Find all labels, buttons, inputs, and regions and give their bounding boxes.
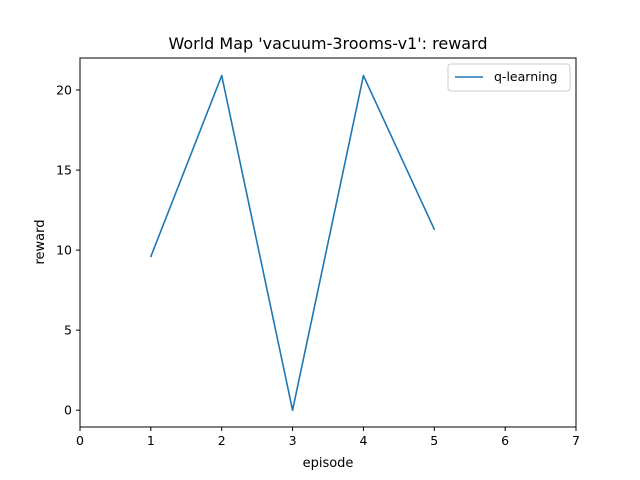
plot-frame <box>79 57 577 428</box>
legend: q-learning <box>447 63 571 92</box>
y-tick-label: 5 <box>64 323 72 338</box>
y-tick-label: 10 <box>56 243 72 258</box>
x-tick-label: 6 <box>501 433 509 448</box>
x-tick-label: 0 <box>76 433 84 448</box>
y-tick-label: 20 <box>56 83 72 98</box>
x-tick-label: 3 <box>289 433 297 448</box>
data-point <box>433 228 436 231</box>
data-point <box>291 409 294 411</box>
data-point <box>220 74 223 77</box>
data-point <box>150 255 152 258</box>
legend-box <box>447 63 571 92</box>
y-tick-label: 0 <box>64 403 72 418</box>
x-axis-label: episode <box>303 456 354 471</box>
x-tick-label: 5 <box>430 433 438 448</box>
x-tick-label: 1 <box>147 433 155 448</box>
chart-title: World Map 'vacuum-3rooms-v1': reward <box>168 34 487 53</box>
legend-label: q-learning <box>494 69 557 84</box>
x-tick-label: 7 <box>572 433 580 448</box>
x-tick-label: 2 <box>218 433 226 448</box>
data-point <box>362 74 365 77</box>
y-axis-label: reward <box>33 219 48 264</box>
y-tick-label: 15 <box>56 163 72 178</box>
x-tick-label: 4 <box>359 433 367 448</box>
plot-area: 0 1 2 3 4 5 6 7 0 5 10 15 20 <box>56 74 580 448</box>
